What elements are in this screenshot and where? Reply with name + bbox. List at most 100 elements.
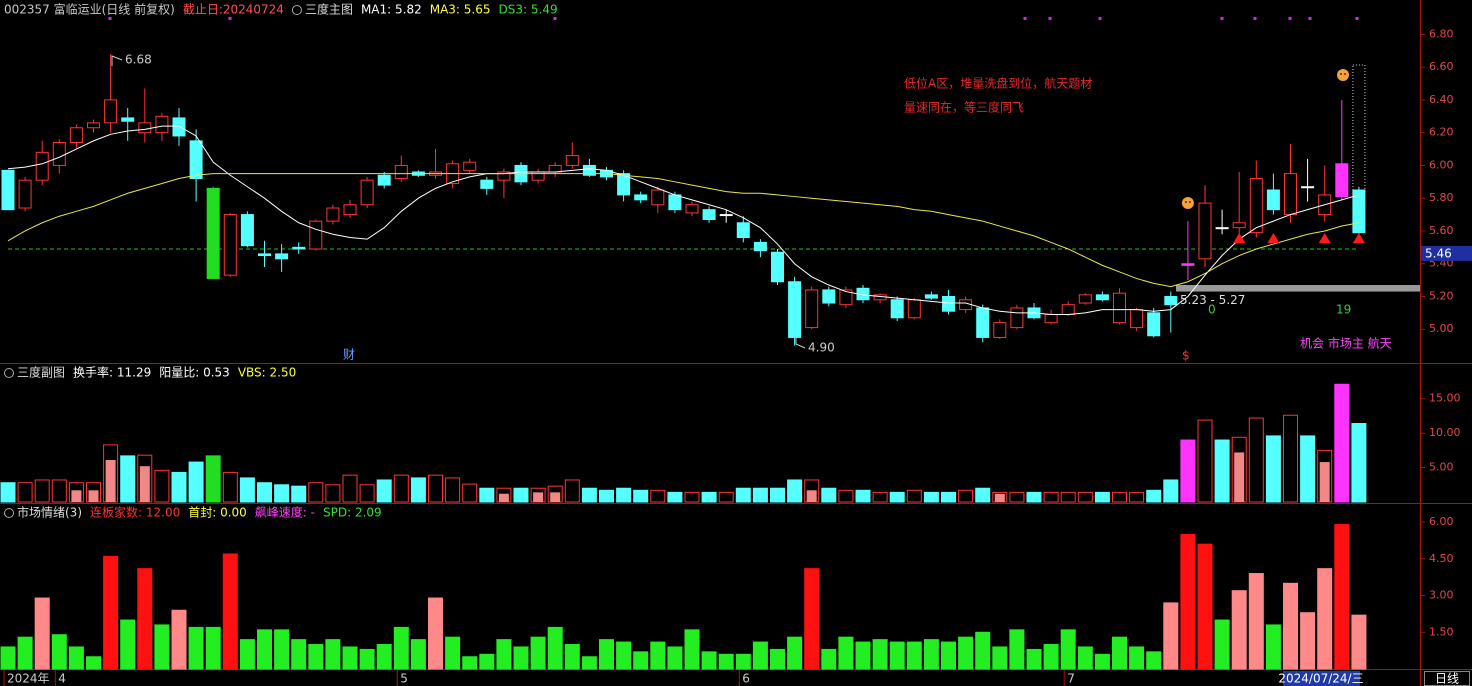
candle-body: [189, 140, 203, 180]
cursor-date: 2024/07/24/三: [1278, 672, 1363, 686]
bar: [1060, 491, 1076, 503]
bar: [718, 491, 734, 503]
bar: [1026, 491, 1042, 503]
candle-body: [1266, 189, 1280, 211]
candle-body: [1130, 309, 1144, 329]
bar: [205, 455, 221, 503]
y-tick-label: 3.00: [1429, 589, 1454, 602]
annotation: $: [1182, 349, 1190, 363]
annotation: 机会 市场主 航天: [1300, 336, 1392, 351]
bar: [906, 489, 922, 503]
bar: [86, 656, 101, 670]
annotation: 4.90: [808, 341, 835, 355]
signal-icon-eye: [1344, 73, 1346, 75]
header-text: 三度副图: [17, 365, 65, 380]
bar: [68, 646, 84, 670]
bar: [1146, 651, 1162, 670]
candle-body: [121, 117, 135, 122]
zone-label: 5.23 - 5.27: [1180, 293, 1245, 307]
bar: [701, 491, 717, 503]
annotation-hook: [795, 338, 806, 349]
bar: [428, 597, 443, 670]
inner-bar: [533, 492, 544, 502]
bar: [513, 646, 529, 670]
candle-body: [360, 179, 374, 206]
signal-dot: [1308, 17, 1312, 20]
bar: [325, 639, 341, 670]
bar: [599, 489, 614, 503]
bar: [838, 489, 854, 503]
bar: [1300, 435, 1316, 503]
bar: [958, 489, 974, 503]
inner-bar: [139, 466, 150, 502]
candle-body: [634, 194, 648, 201]
inner-bar: [994, 493, 1005, 502]
y-tick-label: 5.60: [1429, 224, 1454, 237]
bar: [1351, 423, 1367, 503]
signal-dot: [1098, 17, 1102, 20]
bar: [684, 491, 700, 503]
bar: [872, 639, 888, 670]
bar: [1248, 573, 1264, 670]
bar: [120, 455, 136, 503]
bar: [445, 477, 461, 503]
header-text: SPD: 2.09: [323, 506, 382, 520]
signal-triangle: [1352, 233, 1365, 243]
bar: [1009, 629, 1025, 670]
inner-bar: [1319, 462, 1330, 502]
bar: [1163, 602, 1179, 670]
candle-body: [35, 151, 49, 181]
bar: [530, 636, 546, 670]
annotation: 0: [1208, 303, 1216, 317]
period-label[interactable]: 日线: [1435, 672, 1459, 686]
bar: [462, 656, 478, 670]
signal-triangle: [1318, 233, 1331, 243]
bar: [581, 487, 597, 503]
bar: [410, 639, 426, 670]
header-text: MA3: 5.65: [430, 3, 491, 17]
bar: [1231, 590, 1247, 670]
header-text: VBS: 2.50: [238, 366, 296, 380]
bar: [975, 487, 991, 503]
candle-body: [480, 179, 494, 189]
candle-body: [18, 179, 32, 209]
annotation: 19: [1336, 303, 1351, 317]
bar: [1146, 489, 1162, 503]
bar: [752, 487, 768, 503]
candle-body: [104, 99, 118, 124]
bar: [291, 485, 307, 503]
cursor-price-box: [1421, 245, 1472, 261]
candle-body: [1078, 294, 1092, 304]
bar: [1265, 624, 1281, 670]
bar: [0, 646, 16, 670]
bar: [718, 653, 734, 670]
bar: [428, 474, 443, 503]
candle-body: [240, 214, 254, 247]
bar: [564, 479, 580, 503]
bar: [735, 653, 751, 670]
candle-body: [668, 194, 682, 211]
annotation-hook: [111, 55, 123, 66]
bar: [205, 626, 221, 670]
candle-body: [942, 295, 955, 312]
y-tick-label: 4.50: [1429, 552, 1454, 565]
y-tick-label: 5.20: [1429, 289, 1454, 302]
header-icon: [4, 368, 14, 378]
bar: [154, 624, 170, 670]
candle-body: [1164, 295, 1178, 306]
header-text: 连板家数: 12.00: [90, 505, 180, 520]
inner-bar: [71, 490, 82, 502]
bar: [889, 641, 905, 670]
bar: [479, 487, 495, 503]
header-icon: [291, 5, 302, 15]
candle-body: [1301, 186, 1315, 189]
bar: [923, 491, 939, 503]
bar: [1180, 533, 1196, 670]
x-tick-label: 7: [1067, 672, 1075, 686]
y-tick-label: 6.40: [1429, 93, 1454, 106]
x-tick-label: 4: [58, 672, 66, 686]
bar: [1009, 491, 1025, 503]
candle-body: [805, 289, 819, 329]
signal-triangle: [1267, 233, 1280, 243]
